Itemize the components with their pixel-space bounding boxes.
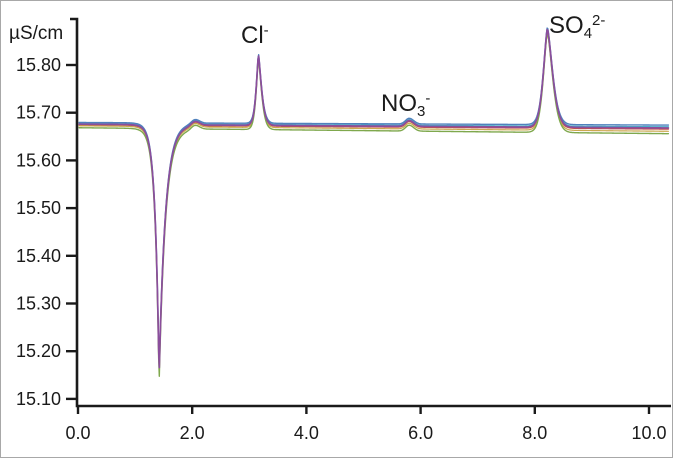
x-axis-tick-label: 4.0 [294,423,319,443]
sulfate-label-sup: 2- [592,11,606,29]
y-axis-tick-label: 15.60 [16,150,61,170]
x-axis-tick-label: 10.0 [631,423,666,443]
y-axis-tick-label: 15.50 [16,198,61,218]
nitrate-peak-label: NO3- [381,89,431,121]
y-axis-unit-label: µS/cm [9,23,64,44]
sulfate-peak-label: SO42- [549,11,606,43]
trace-run-blue [78,27,670,364]
x-axis-tick-label: 8.0 [522,423,547,443]
nitrate-label-sup: - [425,89,431,107]
chloride-peak-label: Cl- [241,22,269,50]
y-axis-tick-label: 15.40 [16,246,61,266]
x-axis-tick-label: 0.0 [65,423,90,443]
trace-run-purple [78,28,670,369]
chloride-label-sup: - [263,21,269,39]
chloride-label-main: Cl [241,22,264,49]
sulfate-label-main: SO [549,12,584,39]
nitrate-label-main: NO [381,90,417,117]
y-axis-tick-label: 15.30 [16,294,61,314]
y-axis-tick-label: 15.70 [16,103,61,123]
y-axis-tick-label: 15.80 [16,55,61,75]
x-axis-tick-label: 6.0 [408,423,433,443]
sulfate-label-sub: 4 [583,25,593,43]
axis-lines [70,17,671,408]
nitrate-label-sub: 3 [417,103,426,121]
y-axis-tick-label: 15.10 [16,389,61,409]
x-axis-tick-label: 2.0 [180,423,205,443]
trace-run-green [78,32,670,377]
y-axis-tick-label: 15.20 [16,341,61,361]
